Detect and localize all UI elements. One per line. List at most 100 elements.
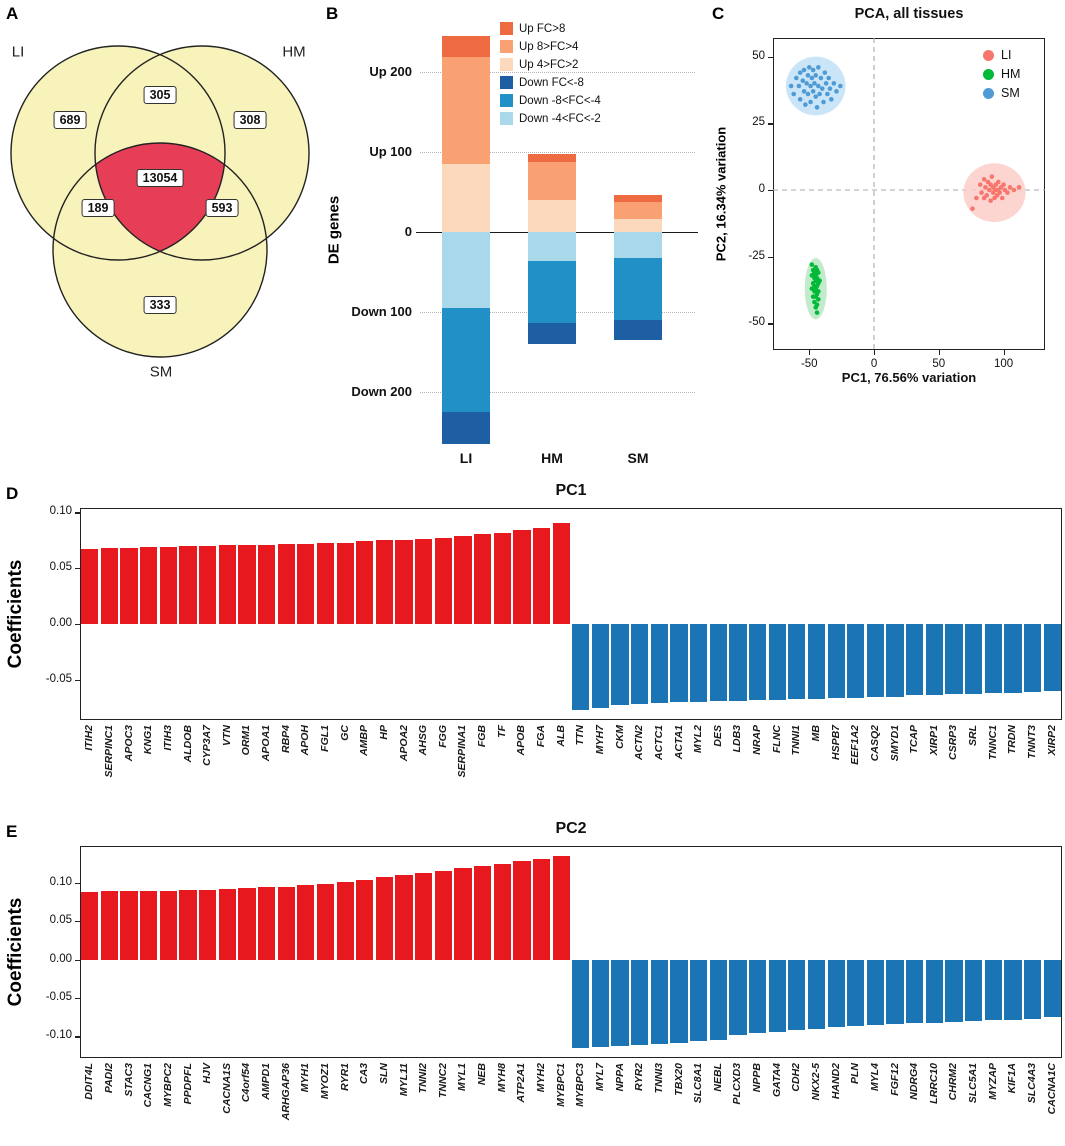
coef-bar-negative (709, 624, 727, 702)
gene-tick-label: AMBP (358, 725, 371, 756)
venn-set-label-li: LI (11, 43, 25, 61)
gene-tick-label: RBP4 (279, 725, 292, 754)
gene-tick-label: NDRG4 (908, 1063, 921, 1100)
gene-tick-label: FLNC (770, 725, 783, 753)
gene-tick-label: SLC8A1 (692, 1063, 705, 1104)
scatter-point-sm (800, 78, 806, 83)
coef-bar-positive (199, 545, 217, 625)
coef-bar-negative (807, 959, 826, 1029)
gene-tick-label: TF (495, 725, 508, 738)
coef-bar-positive (513, 861, 531, 960)
coef-bar-positive (474, 533, 492, 625)
coef-bar-negative (1043, 959, 1061, 1018)
gene-tick-label: GATA4 (770, 1063, 783, 1098)
pc1-title: PC1 (555, 482, 587, 499)
scatter-point-sm (813, 73, 819, 78)
gene-tick-label: MYL1 (456, 1063, 469, 1092)
y-tick-label: 0.00 (49, 617, 72, 630)
coef-bar-negative (847, 624, 865, 698)
gene-tick-label: VTN (220, 725, 233, 746)
scatter-point-sm (803, 102, 808, 107)
scatter-point-sm (810, 89, 816, 94)
coef-bar-positive (415, 539, 433, 625)
gene-tick-label: CYP3A7 (201, 725, 214, 766)
bar-segment-down (528, 323, 576, 344)
gene-tick-label: PPDPFL (181, 1063, 194, 1105)
scatter-point-hm (813, 305, 819, 310)
bar-segment-up (528, 200, 576, 232)
gene-tick-label: TCAP (908, 725, 921, 754)
plot-frame (773, 38, 1045, 350)
bar-segment-down (528, 260, 576, 324)
plot-frame (80, 508, 1062, 720)
coef-bar-positive (415, 872, 433, 960)
coef-bar-negative (690, 624, 708, 703)
coef-bar-positive (532, 528, 551, 625)
gene-tick-label: MYH7 (593, 725, 606, 755)
coef-bar-negative (1004, 624, 1022, 694)
coef-bar-negative (572, 959, 590, 1048)
gene-tick-label: MYL11 (397, 1063, 410, 1097)
gene-tick-label: CSRP3 (947, 725, 960, 761)
coef-bar-negative (847, 959, 865, 1026)
scatter-point-sm (825, 91, 830, 97)
scatter-point-li (989, 174, 995, 179)
gene-tick-label: MYH8 (495, 1063, 508, 1093)
gene-tick-label: HSPB7 (829, 725, 842, 761)
y-tick-label: Up 200 (369, 64, 412, 79)
scatter-point-li (981, 177, 987, 182)
x-tick-mark (874, 350, 876, 355)
venn-set-label-sm: SM (149, 363, 173, 381)
scatter-point-sm (801, 67, 807, 73)
legend-item: Down -4<FC<-2 (500, 112, 601, 125)
bar-segment-down (614, 232, 662, 258)
legend-dot (983, 49, 994, 61)
y-gridline (420, 392, 695, 393)
x-category-label: SM (627, 450, 649, 466)
coef-bar-positive (356, 541, 374, 625)
coef-bar-positive (159, 547, 177, 625)
gene-tick-label: ACTN2 (633, 725, 646, 761)
gene-tick-label: MYH1 (299, 1063, 312, 1093)
y-tick-label: -0.10 (45, 1029, 72, 1042)
bar-segment-down (528, 232, 576, 261)
coef-bar-positive (395, 540, 413, 625)
panel-d-pc1: D PC1 Coefficients 0.10 0.05 0.00 -0.05 ITIH… (0, 480, 1065, 818)
scatter-point-sm (812, 81, 817, 86)
gene-tick-label: FGB (476, 725, 489, 748)
gene-tick-label: PLN (849, 1063, 862, 1084)
scatter-point-sm (827, 86, 833, 91)
coef-bar-positive (140, 890, 158, 960)
pca-scatter-canvas (773, 38, 1045, 350)
coef-bar-negative (788, 624, 806, 699)
gene-tick-label: TNNC2 (436, 1063, 449, 1099)
coef-bar-negative (984, 959, 1002, 1021)
scatter-point-li (1016, 185, 1022, 190)
panel-c-pca: C PCA, all tissues PC2, 16.34% variation… (705, 0, 1065, 402)
scatter-point-sm (810, 67, 816, 73)
coef-bar-negative (768, 959, 786, 1032)
legend-swatch (500, 58, 513, 71)
scatter-point-sm (817, 91, 822, 97)
coef-bar-positive (375, 540, 394, 625)
y-tick-label: 25 (752, 116, 765, 129)
scatter-point-sm (814, 105, 820, 110)
gene-tick-label: MYH2 (535, 1063, 548, 1093)
gene-tick-label: LRRC10 (927, 1063, 940, 1104)
x-tick-mark (809, 350, 811, 355)
gene-tick-label: HAND2 (829, 1063, 842, 1100)
coef-bar-positive (454, 868, 472, 960)
coef-bar-negative (886, 624, 904, 697)
y-tick-label: -0.05 (45, 991, 72, 1004)
x-category-label: LI (459, 450, 473, 466)
gene-tick-label: CKM (613, 725, 626, 749)
venn-count-hm-only: 308 (233, 111, 267, 129)
y-tick-mark (75, 568, 80, 570)
y-tick-mark (768, 123, 773, 125)
gene-tick-label: TBX20 (672, 1063, 685, 1096)
y-tick-mark (75, 921, 80, 923)
scatter-point-sm (821, 99, 826, 105)
y-tick-mark (75, 1036, 80, 1038)
y-tick-label: -25 (748, 249, 765, 262)
scatter-point-li (997, 190, 1002, 195)
